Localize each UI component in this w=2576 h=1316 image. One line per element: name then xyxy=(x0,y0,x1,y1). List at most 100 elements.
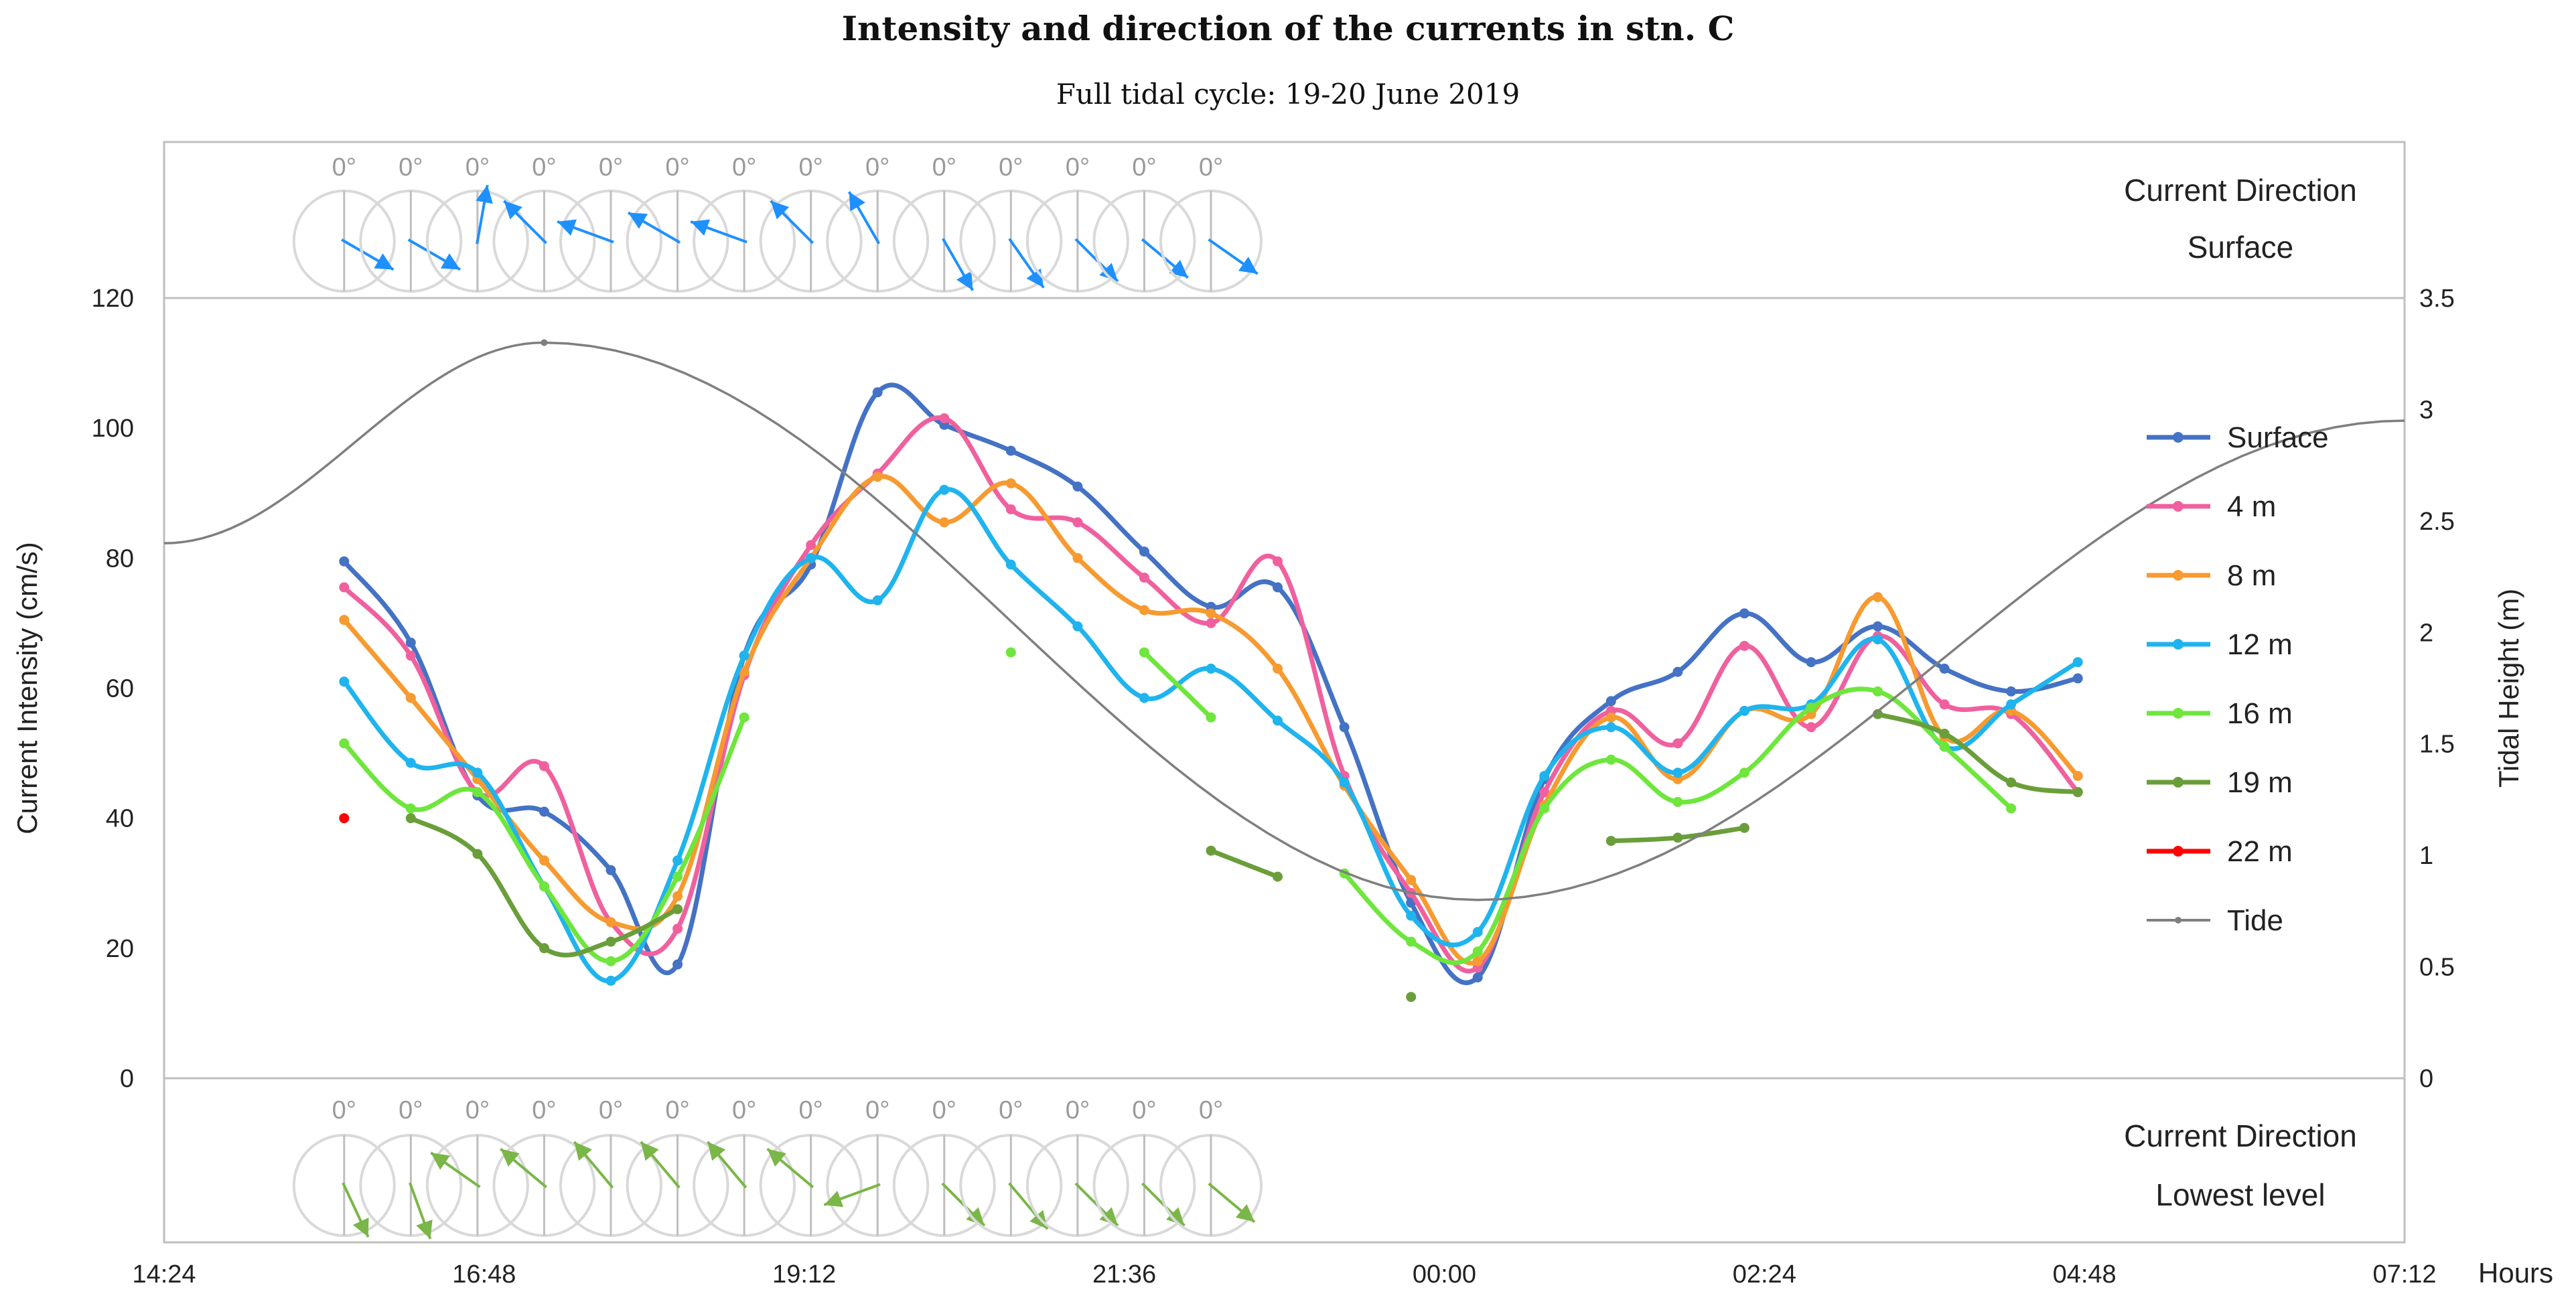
compass: 0° xyxy=(959,153,1063,293)
direction-arrow-head xyxy=(640,1141,659,1161)
series-19-m xyxy=(405,709,2083,1003)
data-point-4-m xyxy=(1139,573,1149,583)
compass: 0° xyxy=(1159,1096,1263,1237)
direction-arrow-head xyxy=(352,1218,369,1237)
direction-arrow-head xyxy=(476,185,493,204)
data-point-surface xyxy=(1739,608,1749,619)
legend-label-12-m: 12 m xyxy=(2227,628,2293,661)
compass: 0° xyxy=(693,1096,796,1237)
compass-zero-label: 0° xyxy=(732,153,756,181)
compass-zero-label: 0° xyxy=(399,153,423,181)
y-tick-label: 100 xyxy=(92,415,134,443)
compass: 0° xyxy=(359,153,463,293)
data-point-4-m xyxy=(1672,738,1683,749)
legend-marker-22-m xyxy=(2173,846,2184,857)
legend-marker-surface xyxy=(2173,432,2184,443)
data-point-8-m xyxy=(1072,553,1083,563)
compass: 0° xyxy=(1025,1096,1129,1237)
direction-arrow-head xyxy=(767,1149,786,1167)
direction-arrow-head xyxy=(849,192,865,212)
axes: 0 20 40 60 80 100 120 0 0.5 1 1.5 2 2.5 3 3.5 14:24 16:4… xyxy=(92,285,2455,1289)
y2-tick-label: 2 xyxy=(2419,619,2433,647)
data-point-12-m xyxy=(472,767,483,778)
legend: Surface 4 m 8 m 12 m 16 m 19 m 22 m Tide xyxy=(2147,421,2329,937)
compass-zero-label: 0° xyxy=(532,153,556,181)
data-point-8-m xyxy=(1206,608,1216,619)
data-point-surface xyxy=(1605,696,1616,707)
data-point-12-m xyxy=(605,975,616,986)
data-point-8-m xyxy=(872,471,883,482)
compass-zero-label: 0° xyxy=(399,1096,423,1124)
y-tick-label: 40 xyxy=(106,805,134,833)
y2-tick-label: 0.5 xyxy=(2419,954,2455,982)
data-point-surface xyxy=(2006,686,2017,697)
x-tick-label: 21:36 xyxy=(1092,1260,1156,1289)
data-point-16-m xyxy=(405,803,416,814)
data-point-surface xyxy=(339,556,350,567)
compass-zero-label: 0° xyxy=(1066,1096,1090,1124)
direction-arrow-head xyxy=(707,1141,726,1161)
data-point-4-m xyxy=(1005,504,1016,514)
data-point-4-m xyxy=(539,761,549,772)
legend-label-22-m: 22 m xyxy=(2227,835,2293,868)
data-point-19-m xyxy=(539,943,549,954)
direction-arrow-head xyxy=(1029,1210,1048,1230)
data-point-16-m xyxy=(672,871,683,882)
y-tick-label: 60 xyxy=(106,675,134,703)
data-point-12-m xyxy=(2006,699,2017,710)
y-tick-label: 80 xyxy=(106,544,134,573)
data-point-12-m xyxy=(1472,927,1483,938)
data-point-8-m xyxy=(672,891,683,901)
series-line-19-m xyxy=(1208,848,1280,879)
data-point-19-m xyxy=(405,813,416,824)
x-tick-label: 07:12 xyxy=(2372,1260,2436,1289)
direction-arrow-head xyxy=(691,219,711,236)
data-point-surface xyxy=(1339,722,1350,733)
data-point-12-m xyxy=(872,595,883,605)
data-point-12-m xyxy=(939,484,950,495)
data-point-16-m xyxy=(539,881,549,892)
compass: 0° xyxy=(826,153,930,293)
data-point-12-m xyxy=(1072,621,1083,632)
x-tick-label: 02:24 xyxy=(1733,1260,1796,1289)
legend-marker-19-m xyxy=(2173,777,2184,788)
data-point-12-m xyxy=(1605,722,1616,733)
direction-arrow-head xyxy=(416,1220,433,1239)
x-tick-label: 14:24 xyxy=(132,1260,196,1289)
data-point-4-m xyxy=(1806,722,1816,733)
compass: 0° xyxy=(559,1096,663,1237)
compass-zero-label: 0° xyxy=(798,1096,822,1124)
data-point-19-m xyxy=(1273,871,1283,882)
panel-label-line1: Current Direction xyxy=(2124,173,2357,208)
panel-label-line2: Surface xyxy=(2188,230,2294,265)
compass-zero-label: 0° xyxy=(665,153,689,181)
data-point-16-m xyxy=(1739,767,1749,778)
data-point-12-m xyxy=(1873,634,1883,645)
compass-zero-label: 0° xyxy=(932,1096,956,1124)
chart-frames xyxy=(163,141,2406,1244)
compass-zero-label: 0° xyxy=(999,153,1023,181)
data-point-4-m xyxy=(939,413,950,424)
data-point-16-m xyxy=(1672,796,1683,807)
compass: 0° xyxy=(557,153,663,293)
data-point-16-m xyxy=(1005,647,1016,658)
legend-marker-4-m xyxy=(2173,501,2184,512)
data-point-19-m xyxy=(605,936,616,947)
direction-arrow-head xyxy=(1166,1207,1185,1226)
data-point-8-m xyxy=(1605,712,1616,723)
compass-zero-label: 0° xyxy=(1066,153,1090,181)
data-point-4-m xyxy=(405,650,416,661)
data-point-19-m xyxy=(472,849,483,859)
legend-marker-tide xyxy=(2175,917,2181,924)
compass-zero-label: 0° xyxy=(665,1096,689,1124)
data-point-8-m xyxy=(1472,956,1483,966)
compass: 0° xyxy=(1159,153,1263,293)
compass-zero-label: 0° xyxy=(932,153,956,181)
data-point-8-m xyxy=(539,855,549,866)
data-point-surface xyxy=(1939,663,1950,674)
data-point-8-m xyxy=(1406,875,1417,885)
data-point-4-m xyxy=(1939,699,1950,710)
data-point-surface xyxy=(1139,546,1149,557)
direction-arrow-head xyxy=(956,271,973,291)
compass-zero-label: 0° xyxy=(332,1096,356,1124)
